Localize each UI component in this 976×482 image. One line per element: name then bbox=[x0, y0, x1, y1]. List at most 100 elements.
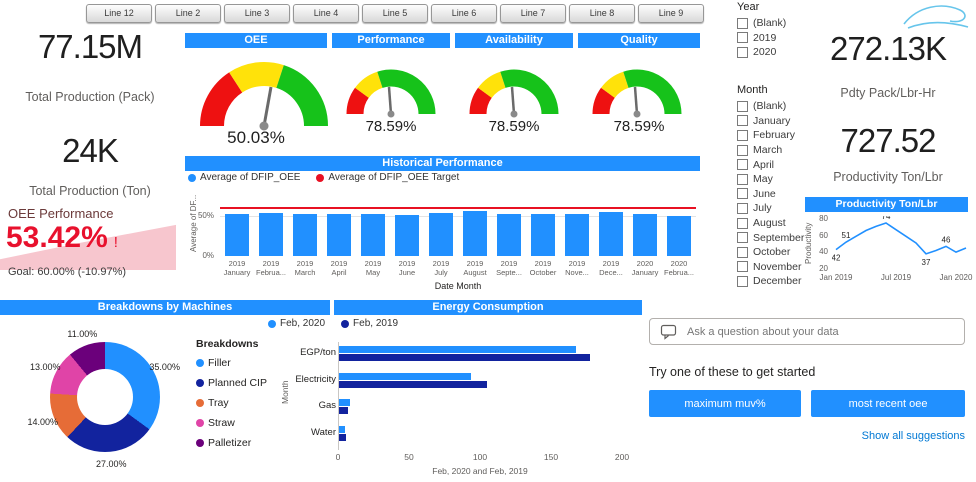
month-option-june[interactable]: June bbox=[737, 187, 809, 202]
checkbox-icon[interactable] bbox=[737, 159, 748, 171]
checkbox-icon[interactable] bbox=[737, 217, 748, 229]
year-option-2020[interactable]: 2020 bbox=[737, 45, 809, 60]
month-option-blank[interactable]: (Blank) bbox=[737, 99, 809, 114]
checkbox-icon[interactable] bbox=[737, 100, 748, 112]
historical-bar[interactable] bbox=[259, 212, 283, 256]
energy-bar[interactable] bbox=[339, 399, 351, 406]
tab-line-9[interactable]: Line 9 bbox=[638, 4, 704, 23]
oee-gauge[interactable] bbox=[194, 48, 334, 132]
breakdowns-legend-item[interactable]: Straw bbox=[196, 417, 267, 429]
tab-line-7[interactable]: Line 7 bbox=[500, 4, 566, 23]
legend-dot-icon bbox=[196, 379, 204, 387]
checkbox-icon[interactable] bbox=[737, 232, 748, 244]
tab-line-4[interactable]: Line 4 bbox=[293, 4, 359, 23]
month-option-march[interactable]: March bbox=[737, 143, 809, 158]
energy-bar[interactable] bbox=[339, 346, 577, 353]
qna-input[interactable] bbox=[685, 324, 964, 339]
gauge-header-performance: Performance bbox=[332, 33, 450, 48]
energy-bar[interactable] bbox=[339, 372, 472, 380]
breakdowns-legend-item[interactable]: Palletizer bbox=[196, 437, 267, 449]
historical-bar[interactable] bbox=[293, 214, 317, 256]
checkbox-icon[interactable] bbox=[737, 17, 748, 29]
checkbox-icon[interactable] bbox=[737, 46, 748, 58]
historical-bar[interactable] bbox=[531, 214, 555, 256]
month-option-september[interactable]: September bbox=[737, 230, 809, 245]
historical-bar[interactable] bbox=[497, 213, 521, 256]
breakdowns-legend-title: Breakdowns bbox=[196, 338, 259, 350]
performance-gauge[interactable] bbox=[339, 56, 443, 118]
month-option-july[interactable]: July bbox=[737, 201, 809, 216]
show-all-suggestions-link[interactable]: Show all suggestions bbox=[861, 430, 965, 442]
energy-category-label: Water bbox=[311, 426, 336, 438]
tab-line-8[interactable]: Line 8 bbox=[569, 4, 635, 23]
tab-line-6[interactable]: Line 6 bbox=[431, 4, 497, 23]
breakdowns-legend-item[interactable]: Tray bbox=[196, 397, 267, 409]
checkbox-icon[interactable] bbox=[737, 246, 748, 258]
energy-bar[interactable] bbox=[339, 380, 487, 388]
productivity-y-tick: 20 bbox=[819, 264, 828, 273]
historical-bar[interactable] bbox=[361, 214, 385, 256]
gridline-50 bbox=[220, 216, 696, 217]
quality-gauge[interactable] bbox=[585, 56, 689, 118]
year-option-2019[interactable]: 2019 bbox=[737, 31, 809, 46]
energy-bar[interactable] bbox=[339, 425, 345, 433]
pdty-pack-value: 272.13K bbox=[830, 30, 947, 67]
historical-bar[interactable] bbox=[633, 214, 657, 256]
month-option-april[interactable]: April bbox=[737, 157, 809, 172]
checkbox-icon[interactable] bbox=[737, 144, 748, 156]
month-option-label: December bbox=[753, 275, 802, 288]
energy-x-tick: 200 bbox=[614, 452, 630, 462]
energy-bar[interactable] bbox=[339, 407, 348, 414]
historical-bar[interactable] bbox=[463, 211, 487, 256]
checkbox-icon[interactable] bbox=[737, 202, 748, 214]
energy-plot[interactable] bbox=[338, 342, 623, 450]
month-option-august[interactable]: August bbox=[737, 216, 809, 231]
availability-gauge[interactable] bbox=[462, 56, 566, 118]
month-option-february[interactable]: February bbox=[737, 128, 809, 143]
energy-bar[interactable] bbox=[339, 354, 591, 361]
historical-x-label: 2019 Februa... bbox=[255, 259, 286, 277]
checkbox-icon[interactable] bbox=[737, 32, 748, 44]
year-option-label: 2019 bbox=[753, 31, 777, 44]
legend-item: Feb, 2020 bbox=[268, 318, 325, 329]
year-option-blank[interactable]: (Blank) bbox=[737, 16, 809, 31]
breakdowns-legend-item[interactable]: Planned CIP bbox=[196, 377, 267, 389]
historical-plot[interactable] bbox=[220, 192, 696, 256]
checkbox-icon[interactable] bbox=[737, 261, 748, 273]
tab-line-3[interactable]: Line 3 bbox=[224, 4, 290, 23]
suggestion-button-1[interactable]: maximum muv% bbox=[649, 390, 801, 417]
month-option-december[interactable]: December bbox=[737, 274, 809, 289]
tab-line-2[interactable]: Line 2 bbox=[155, 4, 221, 23]
historical-bar[interactable] bbox=[395, 215, 419, 256]
legend-item: Average of DFIP_OEE Target bbox=[316, 172, 459, 183]
checkbox-icon[interactable] bbox=[737, 173, 748, 185]
historical-bar[interactable] bbox=[225, 213, 249, 256]
historical-bar[interactable] bbox=[599, 212, 623, 256]
quality-gauge-value: 78.59% bbox=[613, 118, 665, 135]
historical-bar[interactable] bbox=[667, 216, 691, 256]
checkbox-icon[interactable] bbox=[737, 115, 748, 127]
productivity-line-svg[interactable]: 42 51 74 37 46 bbox=[832, 216, 972, 276]
checkbox-icon[interactable] bbox=[737, 129, 748, 141]
tab-line-12[interactable]: Line 12 bbox=[86, 4, 152, 23]
historical-bar[interactable] bbox=[327, 213, 351, 256]
historical-bar[interactable] bbox=[565, 213, 589, 256]
breakdowns-legend: Breakdowns Filler Planned CIP Tray Straw Pal… bbox=[196, 338, 267, 457]
energy-bar[interactable] bbox=[339, 433, 347, 441]
historical-y-axis-title: Average of DF... bbox=[189, 194, 198, 252]
checkbox-icon[interactable] bbox=[737, 188, 748, 200]
month-option-november[interactable]: November bbox=[737, 260, 809, 275]
month-option-january[interactable]: January bbox=[737, 114, 809, 129]
month-option-may[interactable]: May bbox=[737, 172, 809, 187]
suggestion-button-2[interactable]: most recent oee bbox=[811, 390, 965, 417]
breakdowns-legend-item[interactable]: Filler bbox=[196, 357, 267, 369]
speech-bubble-icon bbox=[660, 324, 677, 340]
tab-line-5[interactable]: Line 5 bbox=[362, 4, 428, 23]
historical-performance-header: Historical Performance bbox=[185, 156, 700, 171]
historical-bar[interactable] bbox=[429, 212, 453, 256]
checkbox-icon[interactable] bbox=[737, 275, 748, 287]
legend-dot-icon bbox=[188, 173, 196, 182]
qna-search-box[interactable] bbox=[649, 318, 965, 345]
month-option-october[interactable]: October bbox=[737, 245, 809, 260]
donut-percent-label: 11.00% bbox=[67, 328, 98, 339]
